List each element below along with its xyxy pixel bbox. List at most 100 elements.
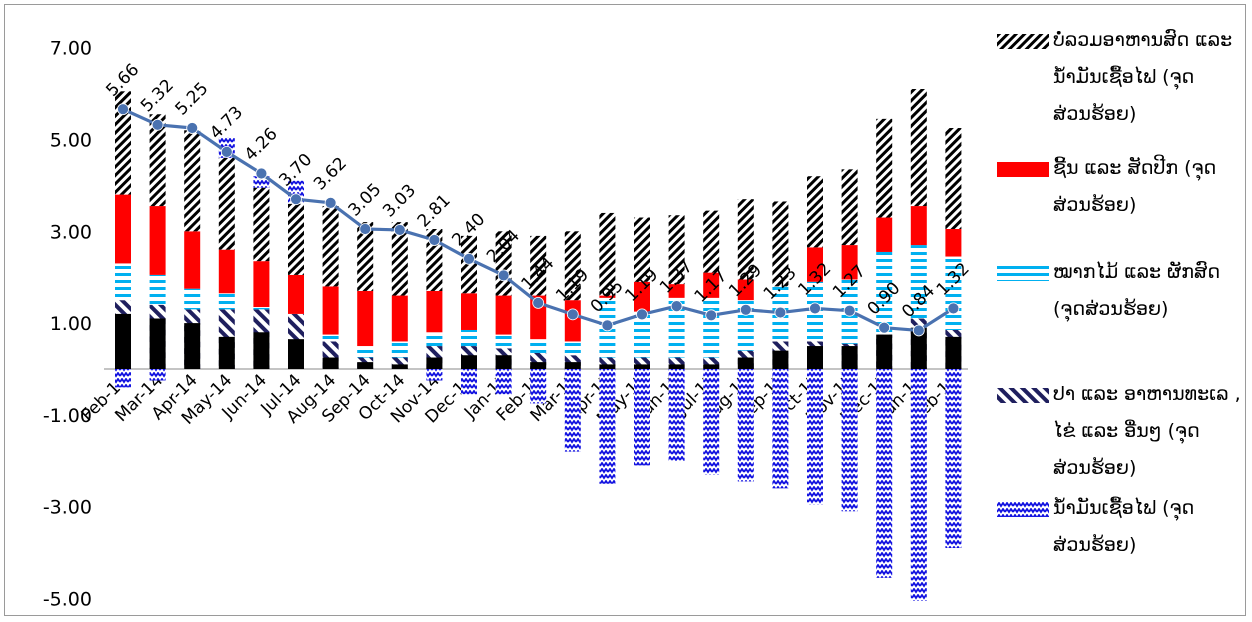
inflation-point <box>497 269 510 282</box>
bar-segment <box>841 369 858 512</box>
bar-segment <box>115 91 131 195</box>
bar-segment <box>876 118 893 218</box>
bar-base-segment <box>530 362 547 369</box>
legend-label: ປາ ແລະ ອາຫານທະເລ , ໄຂ່ ແລະ ອື່ນໆ (ຈຸດສ່ວ… <box>1053 383 1241 479</box>
bar-segment <box>841 169 858 246</box>
bar-segment <box>253 187 270 262</box>
bar-segment <box>703 369 720 475</box>
data-label: 3.03 <box>379 181 420 222</box>
bar-segment <box>426 369 443 381</box>
bar-base-segment <box>461 355 477 369</box>
inflation-point <box>255 167 268 180</box>
bar-segment <box>149 206 166 275</box>
bar-segment <box>841 245 858 280</box>
data-label: 2.81 <box>414 191 455 232</box>
inflation-point <box>774 306 787 319</box>
inflation-point <box>601 319 614 332</box>
bar-segment <box>599 369 616 484</box>
inflation-point <box>912 324 925 337</box>
bar-segment <box>564 300 581 342</box>
y-tick-label: -1.00 <box>43 405 92 427</box>
bar-segment <box>564 369 581 452</box>
bar-segment <box>530 369 547 404</box>
bar-base-segment <box>668 364 685 369</box>
data-label: 3.05 <box>345 180 386 221</box>
bar-base-segment <box>564 362 581 369</box>
bar-segment <box>426 332 443 347</box>
inflation-point <box>186 122 199 134</box>
bar-segment <box>530 339 547 353</box>
bar-segment <box>703 210 720 273</box>
bar-segment <box>807 176 823 248</box>
bar-segment <box>184 288 201 310</box>
inflation-point <box>705 309 718 322</box>
bar-base-segment <box>807 346 823 369</box>
bar-segment <box>564 341 581 356</box>
inflation-point <box>220 145 233 158</box>
bar-segment <box>495 334 512 349</box>
bar-segment <box>668 297 685 358</box>
bar-segment <box>322 206 339 287</box>
bar-segment <box>357 346 374 358</box>
bar-segment <box>772 369 789 489</box>
inflation-point <box>947 302 960 315</box>
bar-segment <box>876 251 893 335</box>
bar-segment <box>737 199 754 280</box>
inflation-point <box>739 303 752 316</box>
bar-segment <box>634 357 650 369</box>
bar-segment <box>910 245 927 319</box>
bar-segment <box>495 369 512 395</box>
data-label: 4.26 <box>241 124 282 165</box>
y-tick-label: 3.00 <box>50 221 92 243</box>
bar-segment <box>184 231 201 289</box>
data-label: 3.62 <box>310 153 351 194</box>
y-tick-label: 5.00 <box>50 130 92 152</box>
inflation-point <box>359 223 372 235</box>
bar-segment <box>149 274 166 305</box>
legend-swatch <box>997 162 1049 177</box>
bar-base-segment <box>634 364 650 369</box>
bar-segment <box>391 357 408 369</box>
bar-base-segment <box>149 318 166 369</box>
inflation-point <box>463 252 475 265</box>
inflation-point <box>566 308 579 321</box>
legend-swatch <box>997 388 1049 403</box>
inflation-point <box>151 118 164 131</box>
legend-swatch <box>997 502 1049 517</box>
bar-base-segment <box>703 364 720 369</box>
bar-segment <box>807 369 823 505</box>
y-tick-label: 1.00 <box>50 313 92 335</box>
bar-segment <box>461 369 477 395</box>
bar-segment <box>322 286 339 335</box>
chart-frame <box>4 4 1246 616</box>
bar-segment <box>668 357 685 369</box>
legend-label: ນ້ຳມັນເຊື້ອໄຟ (ຈຸດສ່ວນຮ້ອຍ) <box>1053 497 1195 556</box>
inflation-point <box>117 103 129 116</box>
inflation-point <box>809 302 821 315</box>
bar-base-segment <box>841 346 858 369</box>
bar-segment <box>910 369 927 601</box>
inflation-point <box>532 297 545 309</box>
bar-segment <box>634 217 650 282</box>
bar-segment <box>495 295 512 335</box>
bar-segment <box>115 369 131 388</box>
bar-segment <box>599 357 616 369</box>
bar-base-segment <box>391 364 408 369</box>
bar-segment <box>253 176 270 188</box>
bar-segment <box>461 329 477 347</box>
bar-base-segment <box>322 357 339 369</box>
bar-base-segment <box>772 350 789 369</box>
legend-label: ຊີ້ນ ແລະ ສັດປີກ (ຈຸດສ່ວນຮ້ອຍ) <box>1053 157 1217 216</box>
bar-segment <box>599 295 616 298</box>
data-label: 5.25 <box>172 79 213 120</box>
bar-segment <box>945 369 962 549</box>
legend-label: ໝາກໄມ້ ແລະ ຜັກສົດ (ຈຸດສ່ວນຮ້ອຍ) <box>1053 261 1221 320</box>
bar-base-segment <box>737 357 754 369</box>
legend-label: ບໍ່ລວມອາຫານສົດ ແລະ ນ້ຳມັນເຊື້ອໄຟ (ຈຸດສ່ວ… <box>1053 29 1233 125</box>
bar-base-segment <box>599 364 616 369</box>
bar-base-segment <box>288 339 304 369</box>
inflation-point <box>878 321 891 334</box>
bar-segment <box>461 293 477 330</box>
inflation-point <box>393 224 406 236</box>
